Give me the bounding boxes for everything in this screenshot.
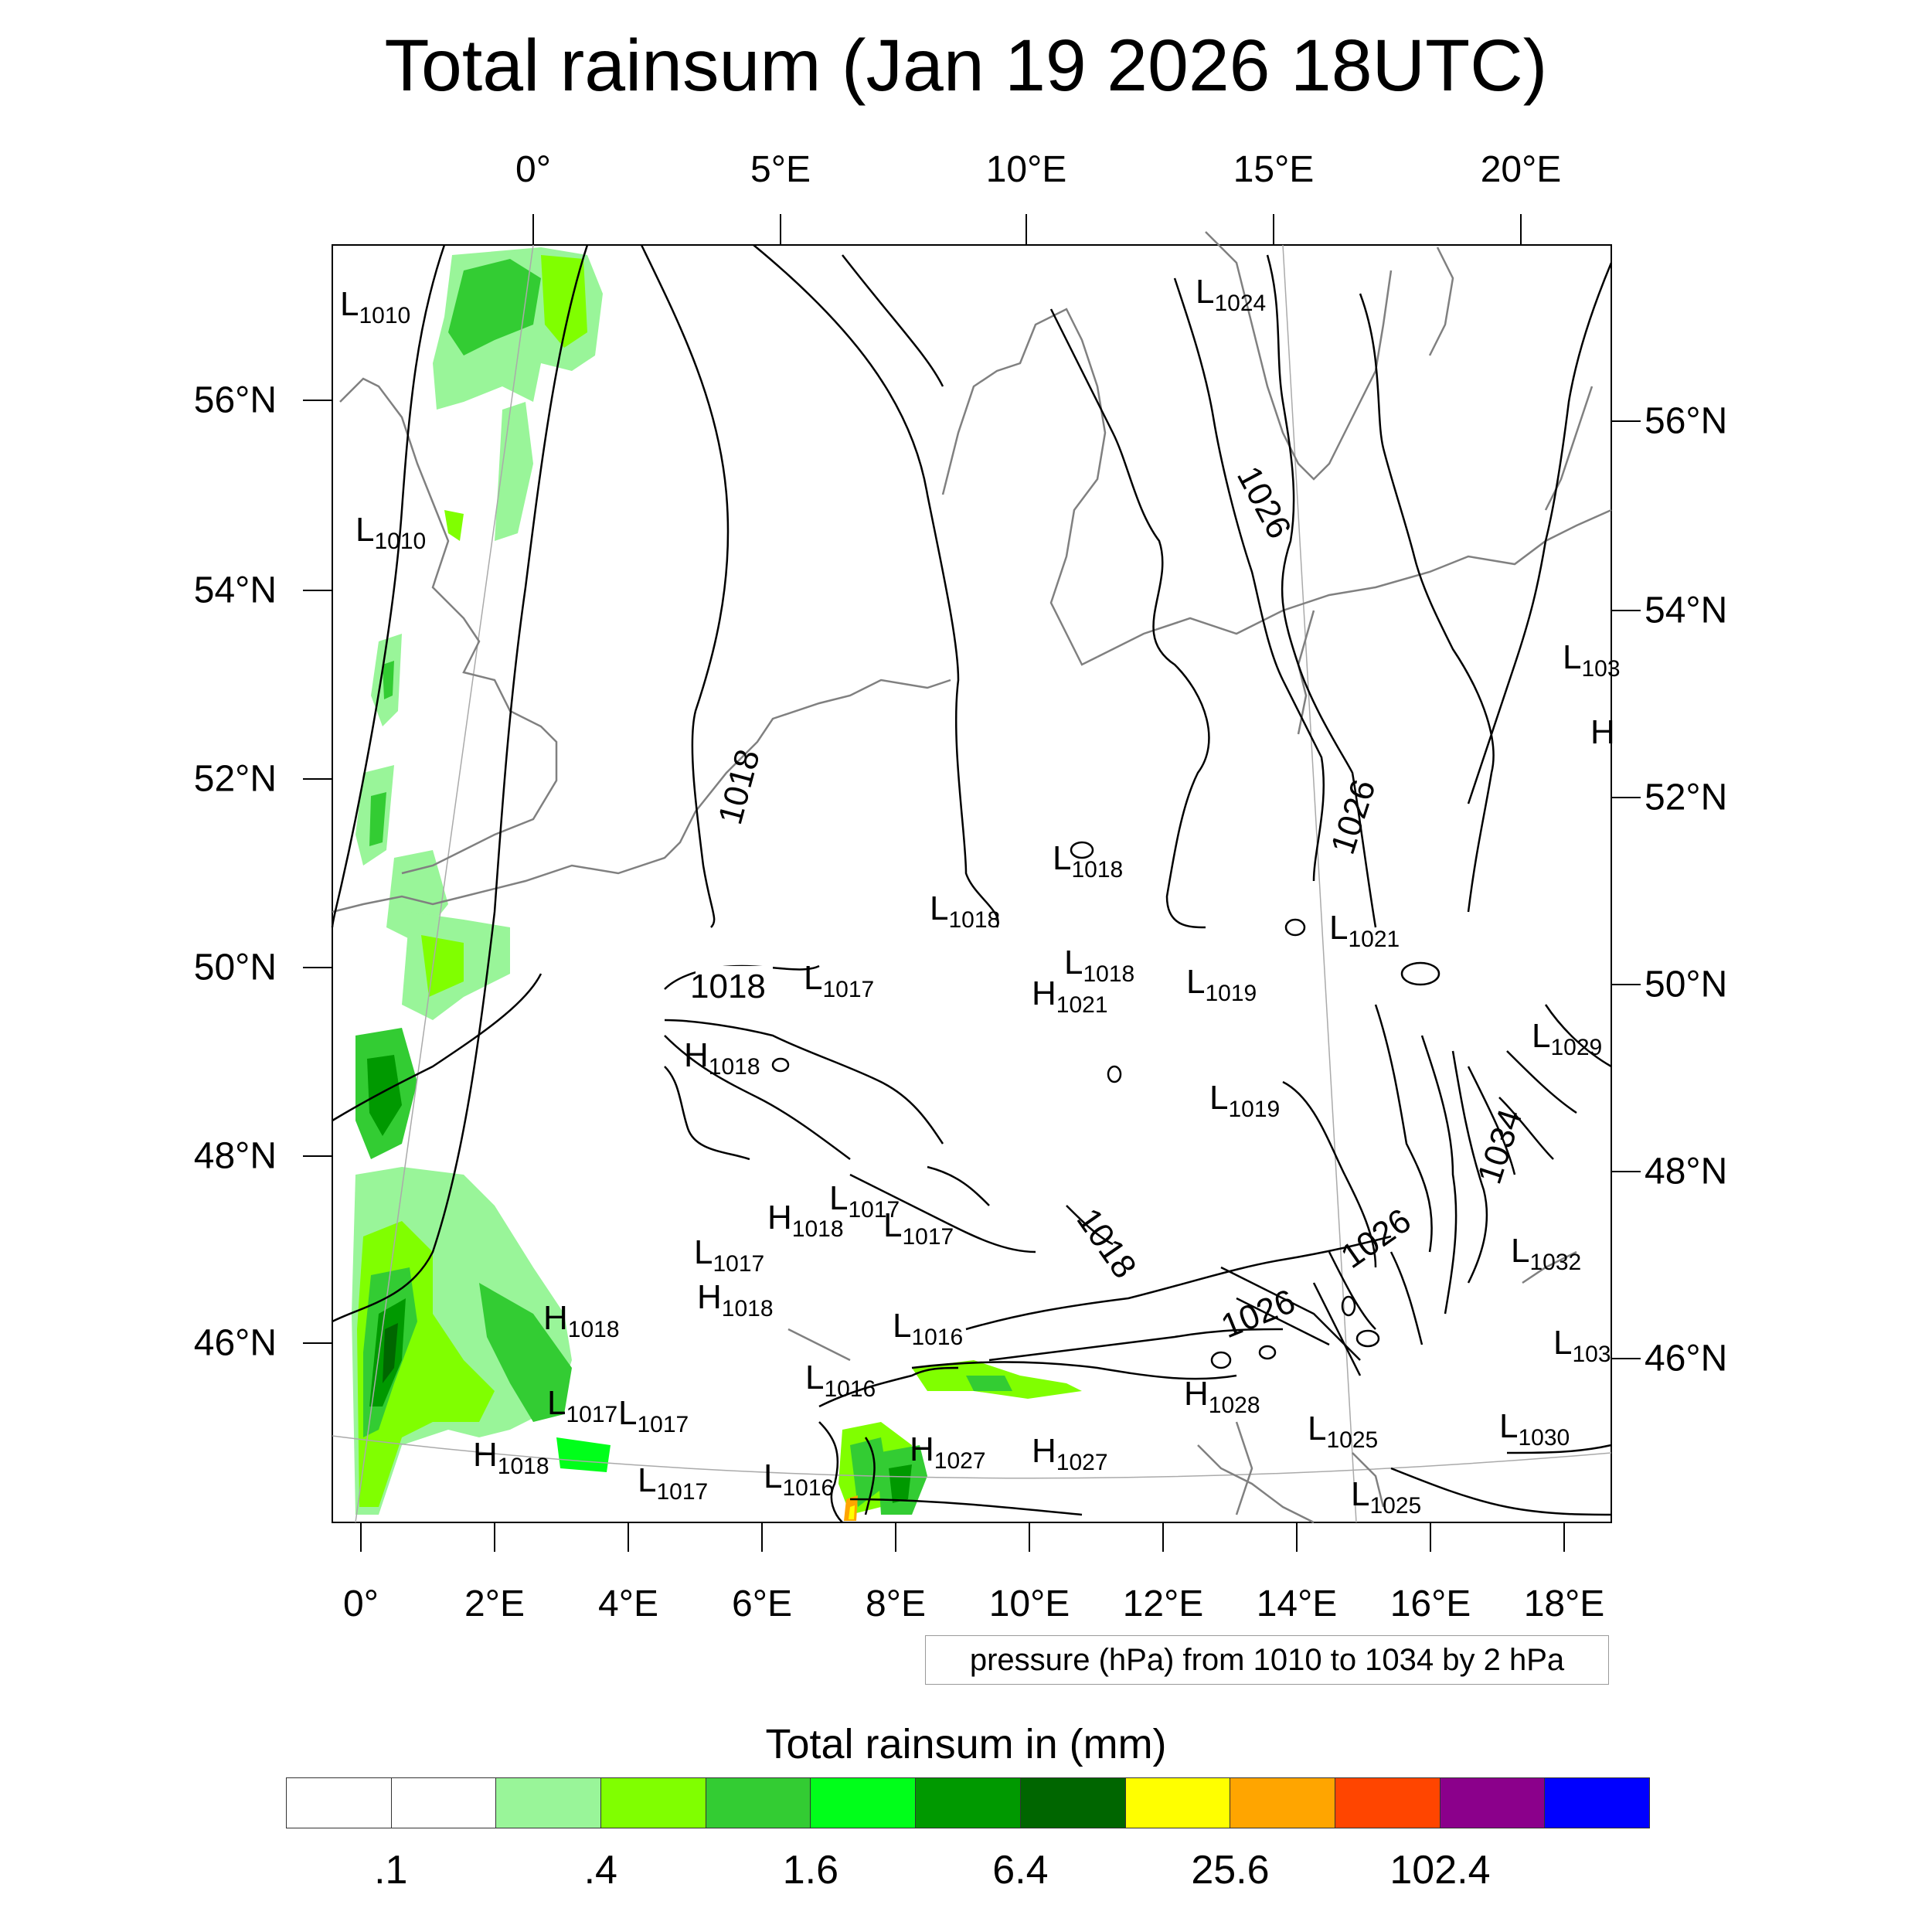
high-pressure-center: H bbox=[1590, 713, 1615, 751]
right-tick: 54°N bbox=[1645, 590, 1728, 631]
left-tick: 52°N bbox=[193, 758, 277, 800]
low-pressure-center: L1019 bbox=[1186, 963, 1257, 1006]
colorbar-swatch bbox=[1020, 1777, 1126, 1828]
colorbar-swatch bbox=[1545, 1777, 1650, 1828]
low-pressure-center: L1024 bbox=[1196, 273, 1266, 316]
low-pressure-center: L1017 bbox=[694, 1233, 764, 1277]
bottom-tick: 16°E bbox=[1389, 1583, 1471, 1624]
legend-title: Total rainsum in (mm) bbox=[765, 1721, 1167, 1767]
low-pressure-center: L1010 bbox=[340, 285, 410, 328]
isobars bbox=[331, 244, 1613, 1523]
high-pressure-center: H1018 bbox=[473, 1436, 549, 1479]
right-tick: 52°N bbox=[1645, 777, 1728, 818]
low-pressure-center: L1017 bbox=[883, 1206, 954, 1250]
high-pressure-center: H1018 bbox=[684, 1036, 760, 1080]
top-tick: 10°E bbox=[985, 149, 1067, 190]
bottom-tick: 6°E bbox=[732, 1583, 792, 1624]
low-pressure-center: L1025 bbox=[1308, 1410, 1378, 1453]
colorbar bbox=[286, 1777, 1650, 1828]
right-tick: 50°N bbox=[1645, 964, 1728, 1005]
colorbar-swatch bbox=[601, 1777, 706, 1828]
low-pressure-center: L1021 bbox=[1329, 909, 1400, 952]
colorbar-swatch bbox=[1335, 1777, 1440, 1828]
colorbar-swatch bbox=[811, 1777, 917, 1828]
low-pressure-center: L1030 bbox=[1499, 1407, 1570, 1451]
colorbar-label: .4 bbox=[583, 1848, 617, 1893]
colorbar-swatch bbox=[1230, 1777, 1335, 1828]
bottom-tick: 0° bbox=[343, 1583, 379, 1624]
low-pressure-center: L1018 bbox=[930, 889, 1000, 933]
colorbar-label: 1.6 bbox=[782, 1848, 838, 1893]
isobar-label: 1018 bbox=[690, 968, 766, 1005]
low-pressure-center: L1017 bbox=[804, 959, 874, 1002]
left-tick: 54°N bbox=[193, 570, 277, 611]
low-pressure-center: L1017 bbox=[638, 1461, 708, 1505]
map-title: Total rainsum (Jan 19 2026 18UTC) bbox=[384, 25, 1548, 107]
low-pressure-center: L1016 bbox=[764, 1458, 834, 1501]
colorbar-label: 102.4 bbox=[1389, 1848, 1491, 1893]
colorbar-swatch bbox=[286, 1777, 392, 1828]
left-tick: 50°N bbox=[193, 947, 277, 988]
colorbar-label: .1 bbox=[374, 1848, 408, 1893]
top-tick: 20°E bbox=[1480, 149, 1562, 190]
low-pressure-center: L1029 bbox=[1532, 1017, 1602, 1060]
low-pressure-center: L1016 bbox=[805, 1359, 876, 1402]
top-tick: 15°E bbox=[1233, 149, 1315, 190]
low-pressure-center: L1025 bbox=[1351, 1475, 1421, 1519]
colorbar-swatch bbox=[916, 1777, 1021, 1828]
low-pressure-center: L1018 bbox=[1053, 839, 1123, 883]
contour-info-box: pressure (hPa) from 1010 to 1034 by 2 hP… bbox=[925, 1635, 1609, 1685]
left-tick: 48°N bbox=[193, 1135, 277, 1177]
colorbar-swatch bbox=[496, 1777, 602, 1828]
low-pressure-center: L1017 bbox=[547, 1384, 617, 1427]
low-pressure-center: L103 bbox=[1563, 638, 1621, 682]
right-tick: 48°N bbox=[1645, 1151, 1728, 1192]
high-pressure-center: H1018 bbox=[697, 1278, 774, 1321]
low-pressure-center: L1032 bbox=[1511, 1232, 1581, 1275]
low-pressure-center: L1010 bbox=[355, 511, 426, 554]
low-pressure-center: L1019 bbox=[1209, 1079, 1280, 1122]
right-tick: 56°N bbox=[1645, 400, 1728, 442]
colorbar-swatch bbox=[1440, 1777, 1546, 1828]
bottom-tick: 14°E bbox=[1256, 1583, 1338, 1624]
left-tick: 46°N bbox=[193, 1322, 277, 1364]
high-pressure-center: H1028 bbox=[1184, 1375, 1260, 1418]
colorbar-label: 6.4 bbox=[992, 1848, 1049, 1893]
low-pressure-center: L1017 bbox=[618, 1394, 689, 1437]
top-tick: 5°E bbox=[750, 149, 811, 190]
high-pressure-center: H1021 bbox=[1032, 975, 1108, 1018]
bottom-tick: 18°E bbox=[1523, 1583, 1605, 1624]
colorbar-swatch bbox=[706, 1777, 811, 1828]
low-pressure-center: L1016 bbox=[893, 1307, 963, 1350]
high-pressure-center: H1027 bbox=[910, 1430, 986, 1474]
colorbar-label: 25.6 bbox=[1191, 1848, 1270, 1893]
right-tick: 46°N bbox=[1645, 1338, 1728, 1379]
high-pressure-center: H1018 bbox=[543, 1299, 620, 1342]
bottom-tick: 12°E bbox=[1122, 1583, 1204, 1624]
low-pressure-center: L103 bbox=[1553, 1324, 1611, 1367]
low-pressure-center: L1017 bbox=[829, 1179, 900, 1223]
colorbar-swatch bbox=[391, 1777, 497, 1828]
bottom-tick: 2°E bbox=[464, 1583, 525, 1624]
colorbar-swatch bbox=[1125, 1777, 1231, 1828]
low-pressure-center: L1018 bbox=[1064, 944, 1134, 987]
high-pressure-center: H1027 bbox=[1032, 1432, 1108, 1475]
pressure-centers: L1010L1010L1024L1018L1018L1018H1021L1017… bbox=[340, 273, 1621, 1519]
top-tick: 0° bbox=[515, 149, 551, 190]
bottom-tick: 4°E bbox=[598, 1583, 658, 1624]
bottom-tick: 10°E bbox=[988, 1583, 1070, 1624]
bottom-tick: 8°E bbox=[866, 1583, 926, 1624]
left-tick: 56°N bbox=[193, 379, 277, 421]
high-pressure-center: H1018 bbox=[767, 1199, 844, 1242]
